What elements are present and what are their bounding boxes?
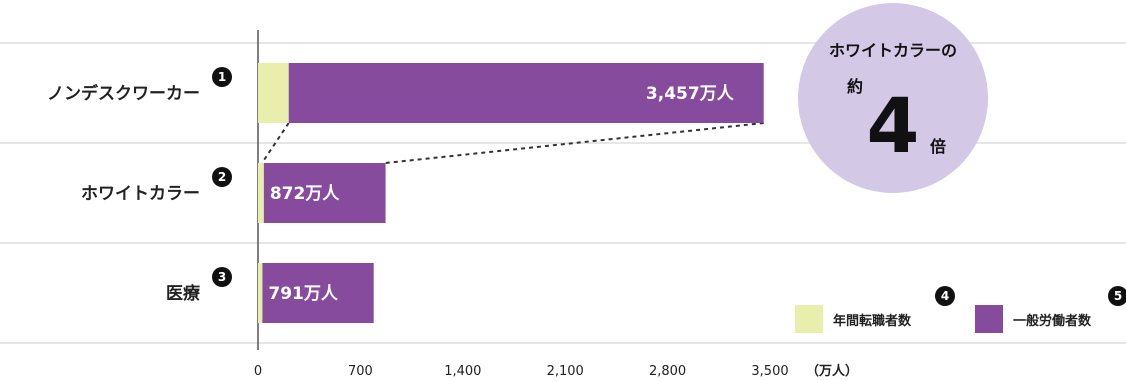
category-badge-number-1: 1 — [218, 70, 226, 84]
x-tick-label: 2,800 — [649, 364, 686, 379]
bar-general-workers-2 — [263, 163, 386, 223]
callout-circle — [798, 3, 988, 193]
data-label-2: 872万人 — [270, 184, 340, 204]
legend-swatch-2 — [975, 305, 1003, 333]
category-badge-2 — [212, 167, 232, 187]
category-badge-number-3: 3 — [218, 270, 226, 284]
legend-badge-1 — [935, 286, 955, 306]
category-label-2: ホワイトカラー — [81, 184, 200, 204]
bar-job-changers-1 — [258, 63, 289, 123]
x-tick-label: 1,400 — [444, 364, 481, 379]
legend-badge-number-1: 4 — [941, 289, 949, 303]
x-tick-label: 0 — [254, 364, 262, 379]
bar-job-changers-3 — [258, 263, 263, 323]
category-badge-3 — [212, 267, 232, 287]
callout-line3: 倍 — [930, 137, 946, 156]
data-label-1: 3,457万人 — [646, 84, 735, 104]
legend-badge-number-2: 5 — [1114, 289, 1122, 303]
bar-general-workers-1 — [288, 63, 764, 123]
bar-job-changers-2 — [258, 163, 264, 223]
connector-line-top — [261, 122, 290, 164]
x-tick-label: 2,100 — [547, 364, 584, 379]
callout-line2: 約 — [847, 77, 863, 96]
callout-line1: ホワイトカラーの — [829, 41, 957, 60]
category-label-1: ノンデスクワーカー — [47, 83, 200, 104]
x-tick-label: 3,500 — [751, 364, 788, 379]
x-tick-label: 700 — [348, 364, 373, 379]
callout-number: 4 — [867, 81, 920, 170]
bar-general-workers-3 — [262, 263, 374, 323]
category-badge-number-2: 2 — [218, 170, 226, 184]
legend-label-1: 年間転職者数 — [833, 313, 912, 329]
legend-badge-2 — [1108, 286, 1126, 306]
legend-label-2: 一般労働者数 — [1013, 313, 1092, 329]
legend-swatch-1 — [795, 305, 823, 333]
data-label-3: 791万人 — [268, 284, 338, 304]
x-axis-unit: （万人） — [806, 363, 858, 379]
category-label-3: 医療 — [166, 283, 201, 304]
category-badge-1 — [212, 67, 232, 87]
